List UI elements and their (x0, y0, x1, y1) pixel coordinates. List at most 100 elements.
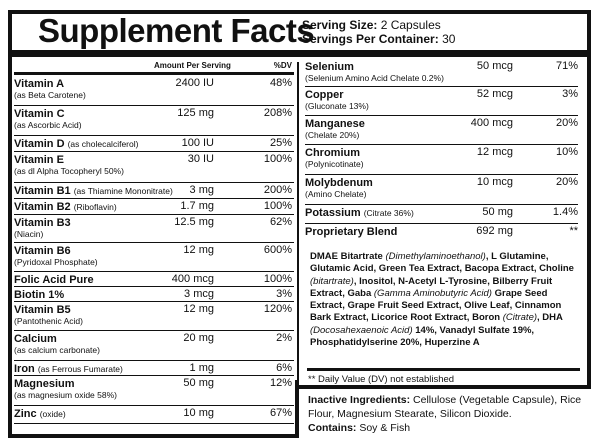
nutrient-row: Chromium (Polynicotinate) 12 mcg 10% (305, 145, 578, 175)
nutrient-name: Vitamin E (14, 154, 64, 166)
nutrient-source: (Polynicotinate) (305, 159, 364, 169)
nutrient-row: Selenium (Selenium Amino Acid Chelate 0.2… (305, 59, 578, 87)
inactive-text: Cellulose (Vegetable Capsule), Rice Flou… (308, 394, 582, 420)
nutrient-dv: 3% (562, 88, 578, 100)
nutrient-source: (as Ferrous Fumarate) (37, 364, 123, 374)
nutrient-name: Copper (305, 89, 344, 101)
blend-text: (Docosahexaenoic Acid) (310, 324, 413, 336)
nutrient-amount: 12 mg (183, 244, 214, 256)
serving-size-label: Serving Size: (302, 18, 378, 32)
nutrient-row: Iron (as Ferrous Fumarate) 1 mg 6% (14, 361, 294, 376)
nutrient-source: (as calcium carbonate) (14, 345, 100, 355)
contains-text: Soy & Fish (356, 422, 411, 434)
nutrient-name: Vitamin A (14, 78, 65, 90)
nutrient-row: Vitamin B2 (Riboflavin) 1.7 mg 100% (14, 199, 294, 215)
nutrient-amount: 10 mg (183, 407, 214, 419)
nutrient-source: (Pyridoxal Phosphate) (14, 257, 98, 267)
nutrient-source: (Selenium Amino Acid Chelate 0.2%) (305, 73, 444, 83)
nutrient-name: Iron (as Ferrous Fumarate) (14, 363, 123, 375)
nutrient-name: Vitamin C (14, 108, 65, 120)
blend-text: (Gamma Aminobutyric Acid) (373, 287, 492, 299)
nutrient-dv: 25% (269, 137, 292, 149)
nutrient-dv: 3% (276, 288, 292, 300)
nutrient-amount: 10 mcg (476, 176, 513, 188)
nutrient-name: Vitamin B3 (14, 217, 71, 229)
nutrient-amount: 3 mcg (184, 288, 214, 300)
nutrient-source: (Citrate 36%) (363, 208, 414, 218)
blend-text: DMAE Bitartrate (310, 251, 386, 262)
header-bar (12, 50, 587, 57)
nutrient-row: Vitamin A (as Beta Carotene) 2400 IU 48% (14, 76, 294, 106)
blend-text: (Dimethylaminoethanol) (385, 251, 486, 262)
nutrient-name: Selenium (305, 61, 354, 73)
nutrient-name: Biotin 1% (14, 289, 65, 301)
nutrient-row: Calcium (as calcium carbonate) 20 mg 2% (14, 331, 294, 361)
nutrient-dv: 100% (263, 153, 292, 165)
nutrient-source: (as cholecalciferol) (67, 139, 139, 149)
header-rule (14, 72, 294, 75)
nutrient-dv: 1.4% (552, 206, 578, 218)
nutrient-amount: 100 IU (181, 137, 214, 149)
blend-text: Grape Seed Extract, Grape Fruit Seed Ext… (310, 287, 562, 324)
blend-text: , DHA (537, 312, 563, 324)
nutrient-amount: 1.7 mg (180, 200, 214, 212)
serving-size: 2 Capsules (380, 18, 441, 32)
nutrient-amount: 3 mg (189, 184, 214, 196)
nutrient-name: Chromium (305, 147, 360, 159)
nutrient-row: Molybdenum (Amino Chelate) 10 mcg 20% (305, 175, 578, 205)
nutrient-dv: 71% (555, 60, 578, 72)
nutrient-amount: 692 mg (476, 225, 513, 237)
nutrient-name: Vitamin B2 (Riboflavin) (14, 201, 117, 213)
nutrient-amount: 50 mg (482, 206, 513, 218)
nutrient-source: (Chelate 20%) (305, 130, 360, 140)
nutrient-dv: 10% (555, 146, 578, 158)
nutrient-dv: 67% (269, 407, 292, 419)
left-column-frame (8, 380, 299, 438)
nutrient-row: Biotin 1% 3 mcg 3% (14, 287, 294, 302)
nutrient-dv: 100% (263, 273, 292, 285)
nutrient-row: Manganese (Chelate 20%) 400 mcg 20% (305, 116, 578, 145)
nutrient-dv: ** (569, 225, 578, 237)
nutrient-amount: 50 mg (183, 377, 214, 389)
blend-rule (307, 368, 580, 371)
nutrient-dv: 100% (263, 200, 292, 212)
label-frame (8, 10, 591, 389)
nutrient-amount: 125 mg (177, 107, 214, 119)
nutrient-dv: 2% (276, 332, 292, 344)
nutrient-amount: 1 mg (189, 362, 214, 374)
nutrient-name: Vitamin D (as cholecalciferol) (14, 138, 139, 150)
nutrient-amount: 20 mg (183, 332, 214, 344)
nutrient-name: Molybdenum (305, 177, 373, 189)
nutrient-dv: 200% (263, 184, 292, 196)
left-nutrient-table: Vitamin A (as Beta Carotene) 2400 IU 48% Vit… (14, 76, 294, 424)
nutrient-source: (Niacin) (14, 229, 44, 239)
nutrient-amount: 52 mcg (476, 88, 513, 100)
amount-header: Amount Per Serving (154, 61, 231, 70)
nutrient-amount: 30 IU (187, 153, 214, 165)
nutrient-source: (as magnesium oxide 58%) (14, 390, 117, 400)
nutrient-source: (as dl Alpha Tocopheryl 50%) (14, 166, 124, 176)
dv-header: %DV (273, 61, 292, 70)
nutrient-row: Vitamin C (as Ascorbic Acid) 125 mg 208% (14, 106, 294, 136)
nutrient-row: Zinc (oxide) 10 mg 67% (14, 406, 294, 424)
blend-text: , L Glutamine, Glutamic Acid, Green Tea … (310, 251, 574, 275)
nutrient-name: Magnesium (14, 378, 75, 390)
nutrient-amount: 12 mg (183, 303, 214, 315)
nutrient-source: (Riboflavin) (73, 202, 117, 212)
nutrient-row: Potassium (Citrate 36%) 50 mg 1.4% (305, 205, 578, 224)
nutrient-row: Vitamin B1 (as Thiamine Mononitrate) 3 mg… (14, 183, 294, 199)
nutrient-amount: 12 mcg (476, 146, 513, 158)
nutrient-dv: 20% (555, 176, 578, 188)
nutrient-name: Calcium (14, 333, 57, 345)
nutrient-name: Vitamin B6 (14, 245, 71, 257)
nutrient-dv: 62% (269, 216, 292, 228)
proprietary-blend-ingredients: DMAE Bitartrate (Dimethylaminoethanol), … (310, 251, 580, 349)
nutrient-source: (as Ascorbic Acid) (14, 120, 82, 130)
nutrient-dv: 20% (555, 117, 578, 129)
nutrient-name: Proprietary Blend (305, 226, 398, 238)
nutrient-source: (as Thiamine Mononitrate) (73, 186, 173, 196)
blend-text: (Citrate) (502, 312, 538, 324)
nutrient-dv: 600% (263, 244, 292, 256)
nutrient-name: Potassium (Citrate 36%) (305, 207, 414, 219)
nutrient-amount: 400 mcg (470, 117, 513, 129)
